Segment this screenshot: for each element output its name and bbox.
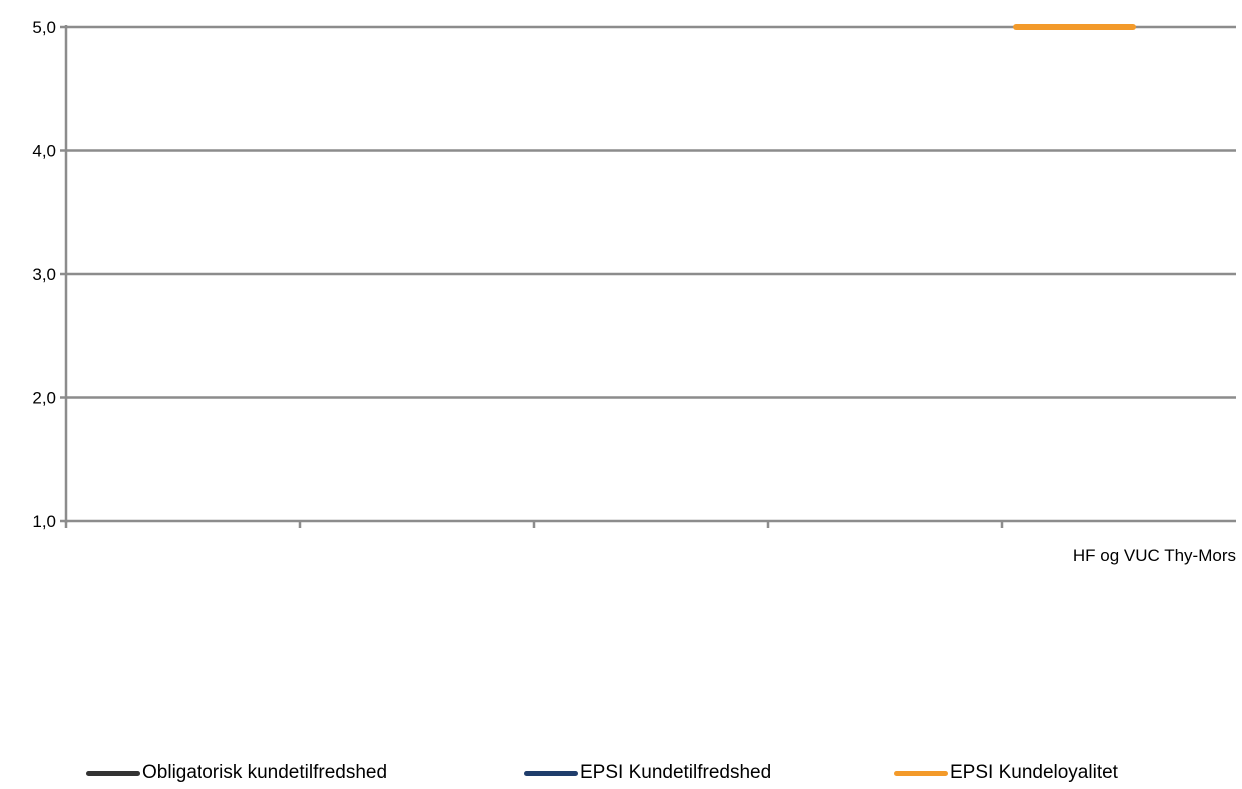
legend-label-obligatorisk: Obligatorisk kundetilfredshed [142,762,388,783]
legend-swatch-epsi-kundetilfredshed [524,770,578,776]
gridlines [66,25,1236,399]
y-tick-label: 2,0 [32,389,56,408]
y-tick-labels: 1,0 2,0 3,0 4,0 5,0 [32,18,56,531]
y-tick-label: 4,0 [32,142,56,161]
y-tick-label: 5,0 [32,18,56,37]
legend-label-epsi-kundetilfredshed: EPSI Kundetilfredshed [580,762,772,783]
y-tick-label: 1,0 [32,512,56,531]
legend-swatch-epsi-kundeloyalitet [894,770,948,776]
legend-item-obligatorisk: Obligatorisk kundetilfredshed [86,762,387,784]
legend-item-epsi-kundeloyalitet: EPSI Kundeloyalitet [894,762,1118,784]
x-tick-labels: HF og VUC Thy-Mors [1073,546,1236,565]
legend: Obligatorisk kundetilfredshed EPSI Kunde… [0,762,1242,789]
axes [60,25,1236,528]
x-tick-label: HF og VUC Thy-Mors [1073,546,1236,565]
legend-item-epsi-kundetilfredshed: EPSI Kundetilfredshed [524,762,771,784]
legend-swatch-obligatorisk [86,770,140,776]
y-tick-label: 3,0 [32,265,56,284]
legend-label-epsi-kundeloyalitet: EPSI Kundeloyalitet [950,762,1118,783]
